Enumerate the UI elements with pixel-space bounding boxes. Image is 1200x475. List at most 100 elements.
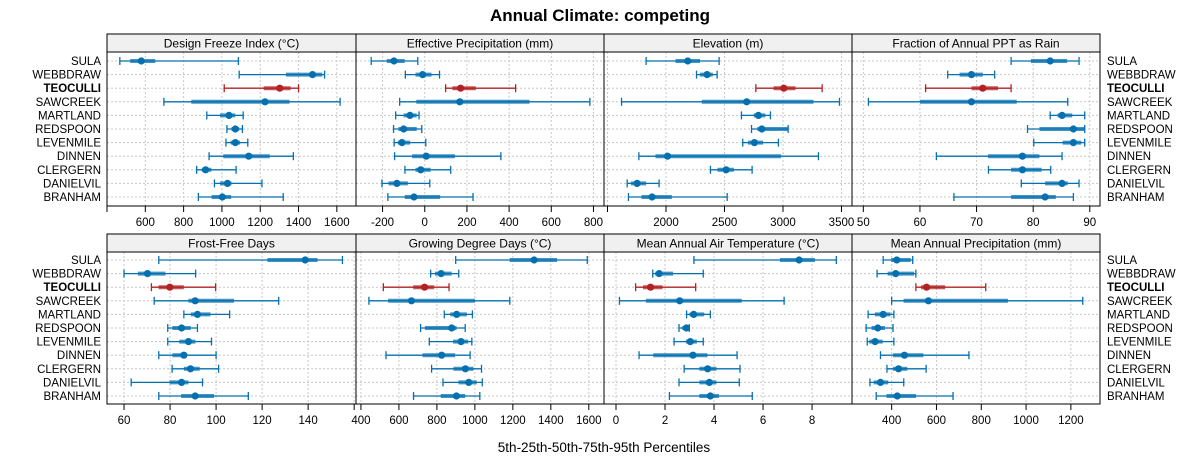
site-interval [695,70,718,79]
panel: Design Freeze Index (°C) 600 800 1000 1200 14… [106,33,357,229]
median-point [420,283,429,291]
median-point [689,351,697,359]
panel-title: Frost-Free Days [188,237,275,251]
site-interval [158,351,217,360]
median-point [676,297,684,305]
x-tick-label: 400 [351,415,370,427]
site-interval [638,351,738,360]
site-label-right: LEVENMILE [1107,138,1172,150]
site-label-right: REDSPOON [1107,124,1173,136]
site-label-right: TEOCULLI [1107,83,1165,95]
median-point [202,166,210,174]
median-point [137,57,145,65]
median-point [758,125,766,133]
panel: Frost-Free Days 60 80 100 120 140 [106,233,357,427]
median-point [923,283,931,291]
x-tick-label: 1400 [286,217,312,229]
median-point [448,324,456,332]
site-label-right: TEOCULLI [1107,282,1165,294]
median-point [231,125,239,133]
site-label-right: DANIELVIL [1107,377,1166,389]
median-point [398,139,406,147]
median-point [231,139,239,147]
x-tick-label: 600 [389,415,408,427]
site-label-right: WEBBDRAW [1107,70,1176,82]
site-label-left: CLERGERN [37,364,101,376]
site-interval [428,337,473,346]
median-point [419,71,427,79]
site-interval [987,165,1052,174]
site-label-right: DINNEN [1107,151,1151,163]
panel: Mean Annual Air Temperature (°C) 0 2 4 6 8 [603,233,853,427]
median-point [646,283,655,291]
median-point [648,193,656,201]
median-point [461,365,469,373]
site-label-left: DANIELVIL [43,377,102,389]
median-point [924,297,932,305]
site-interval [171,364,220,373]
median-point [780,84,788,92]
site-interval [685,310,712,319]
site-interval [634,283,697,292]
site-interval [167,337,213,346]
site-label-right: SAWCREEK [1107,296,1173,308]
x-tick-label: 800 [174,217,193,229]
site-interval [119,57,240,65]
site-interval [387,193,474,201]
site-label-right: DANIELVIL [1107,178,1166,190]
median-point [754,111,763,119]
median-point [876,378,885,386]
x-tick-label: 6 [760,415,766,427]
median-point [218,193,226,201]
site-label-left: WEBBDRAW [32,269,101,281]
site-interval [195,165,237,174]
panel: Growing Degree Days (°C) 400 600 800 1000 120… [351,233,605,427]
median-point [795,256,803,264]
site-interval [238,70,326,79]
x-tick-label: 600 [542,217,561,229]
site-interval [158,392,249,400]
site-interval [935,152,1063,161]
site-interval [875,392,954,400]
median-point [967,71,976,79]
site-label-right: REDSPOON [1107,323,1173,335]
median-point [465,378,473,386]
site-interval [412,392,481,400]
site-interval [206,111,244,120]
x-tick-label: 800 [972,415,991,427]
site-interval [226,125,244,133]
median-point [225,111,233,119]
site-label-left: DINNEN [57,350,101,362]
median-point [706,392,714,400]
site-interval [866,337,895,346]
site-interval [213,179,263,188]
site-interval [678,378,740,387]
x-tick-label: 1000 [1013,415,1039,427]
panel: Elevation (m) 2000 2500 3000 3500 [603,33,854,229]
site-interval [915,283,987,292]
median-point [633,179,641,187]
x-tick-label: 0 [613,415,619,427]
median-point [456,84,465,92]
median-point [301,256,309,264]
median-point [1041,193,1049,201]
median-point [308,71,317,79]
median-point [879,310,887,318]
x-tick-label: 2500 [712,217,738,229]
site-label-left: BRANHAM [43,192,101,204]
site-interval [197,193,284,201]
site-interval [442,378,483,387]
site-label-left: SULA [71,255,101,267]
x-tick-label: 1000 [462,415,488,427]
median-point [893,392,901,400]
panel-title: Effective Precipitation (mm) [407,37,554,51]
median-point [682,324,690,332]
site-interval [399,97,591,106]
x-tick-label: 70 [970,217,983,229]
site-label-left: TEOCULLI [44,83,102,95]
site-interval [153,296,280,305]
site-interval [123,269,197,278]
x-tick-label: 600 [136,217,155,229]
x-tick-label: 1200 [247,217,273,229]
